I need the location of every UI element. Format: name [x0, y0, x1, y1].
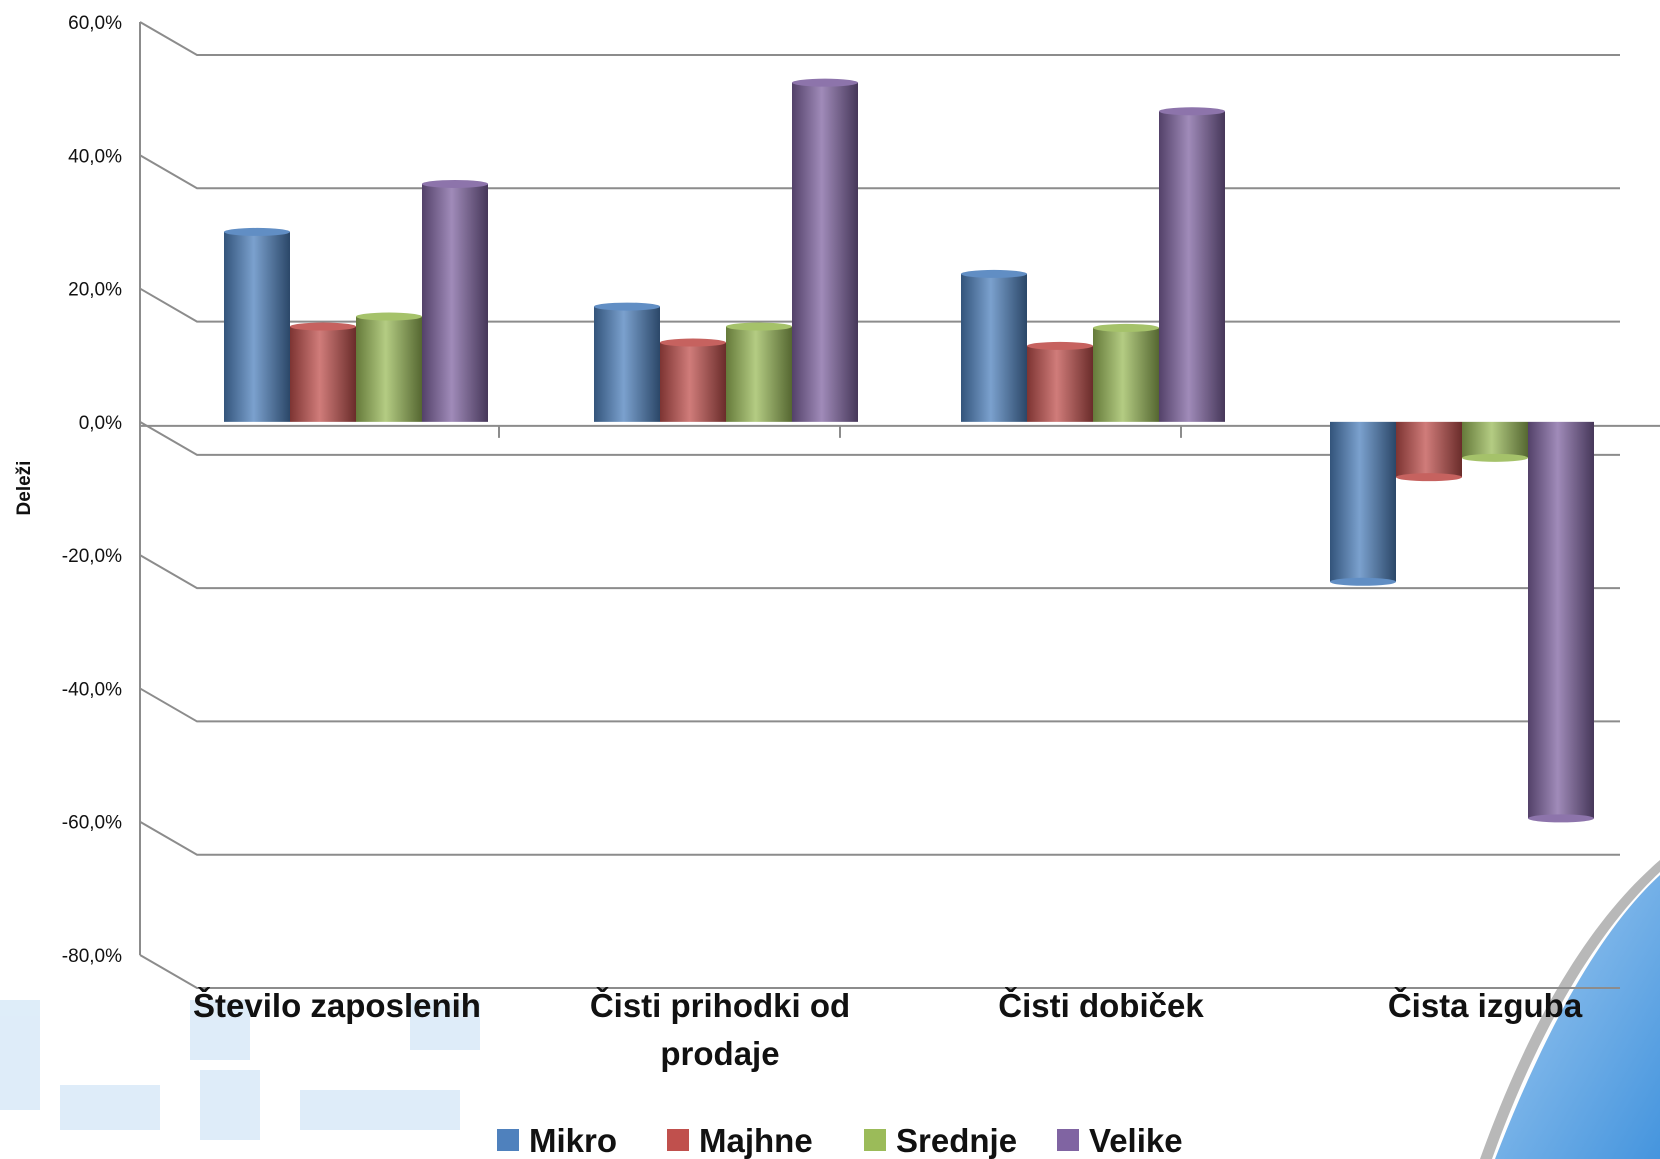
bar [224, 231, 290, 422]
category-label: Čisti prihodki od prodaje [590, 986, 850, 1072]
gridline [139, 420, 1620, 456]
legend-swatch [667, 1129, 689, 1151]
bar [594, 306, 660, 422]
bar [356, 316, 422, 422]
legend-label: Majhne [699, 1122, 813, 1159]
bar [422, 183, 488, 422]
gridline [139, 21, 1620, 56]
bar-cap [1396, 473, 1462, 482]
background-watermark [0, 1000, 480, 1140]
legend-swatch [497, 1129, 519, 1151]
bar [1396, 421, 1462, 478]
y-axis-title: Deleži [14, 461, 35, 516]
y-tick-label: -80,0% [62, 946, 122, 967]
bar [792, 82, 858, 422]
bar [726, 326, 792, 422]
y-tick-label: 20,0% [68, 280, 122, 301]
legend-swatch [864, 1129, 886, 1151]
bar-cap [224, 227, 290, 236]
legend-label: Mikro [529, 1122, 617, 1159]
axes [139, 21, 1660, 989]
y-tick-label: 40,0% [68, 146, 122, 167]
gridline [139, 287, 1620, 323]
legend: Mikro Majhne Srednje Velike [497, 1122, 1183, 1159]
bar [1462, 421, 1528, 458]
gridline [139, 820, 1620, 856]
gridline [139, 154, 1620, 190]
bar [1330, 421, 1396, 582]
bar-cap [792, 78, 858, 87]
bar-cap [660, 338, 726, 347]
bar-cap [961, 269, 1027, 278]
y-tick-label: 60,0% [68, 13, 122, 34]
bar-cap [290, 322, 356, 331]
bar-cap [422, 179, 488, 188]
bar-cap [594, 302, 660, 311]
bar-cap [1462, 453, 1528, 462]
y-tick-label: -20,0% [62, 546, 122, 567]
legend-label: Srednje [896, 1122, 1017, 1159]
gridline [139, 687, 1620, 723]
bar [1159, 111, 1225, 422]
gridline [139, 954, 1620, 989]
bar-cap [726, 322, 792, 331]
y-tick-label: -60,0% [62, 813, 122, 834]
labels: 60,0% 40,0% 20,0% 0,0% -20,0% -40,0% -60,0% -80… [14, 13, 1583, 1072]
y-tick-label: 0,0% [79, 413, 122, 434]
bar-cap [1093, 323, 1159, 332]
bar-cap [1528, 814, 1594, 823]
bar [290, 326, 356, 422]
bar [660, 342, 726, 422]
category-label: Čista izguba [1388, 986, 1583, 1024]
bars [224, 78, 1594, 823]
bar-cap [1159, 107, 1225, 116]
bar [961, 273, 1027, 422]
bar [1093, 327, 1159, 422]
bar-cap [1330, 577, 1396, 586]
y-tick-label: -40,0% [62, 679, 122, 700]
category-label: Čisti dobiček [998, 986, 1204, 1024]
legend-label: Velike [1089, 1122, 1183, 1159]
bar-cap [356, 312, 422, 321]
gridline [139, 554, 1620, 590]
bar [1528, 421, 1594, 819]
bar [1027, 345, 1093, 422]
legend-swatch [1057, 1129, 1079, 1151]
category-label: Število zaposlenih [193, 986, 481, 1024]
background-swoosh [1480, 860, 1660, 1159]
bar-cap [1027, 341, 1093, 350]
